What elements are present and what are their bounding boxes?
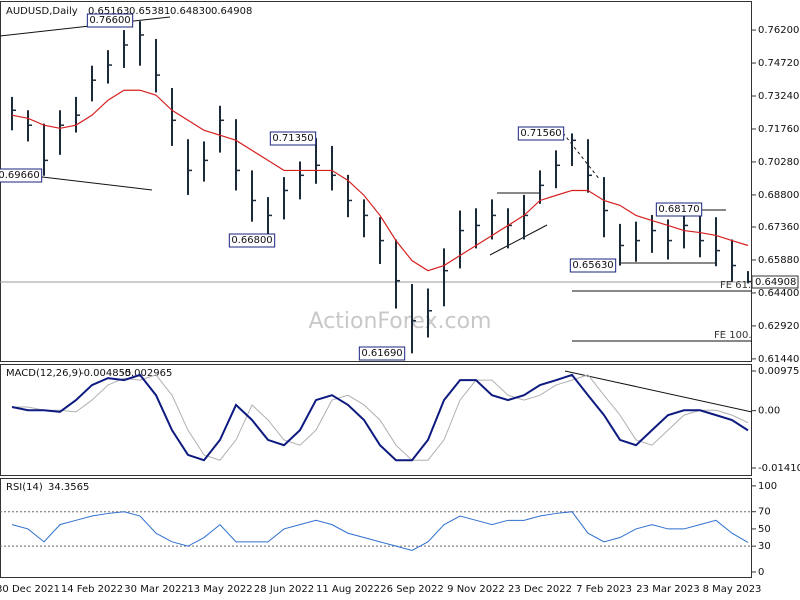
y-tick-label: 0.76200 [758,25,799,36]
quote-high: 0.65381 [129,6,170,17]
quote-open: 0.65163 [88,6,129,17]
indicator-line [11,373,749,462]
annotation: 0.71350 [272,133,313,144]
macd-value: -0.004855 [80,368,131,379]
trendline [564,370,752,413]
y-tick-label: 0.65880 [758,255,799,266]
annotation-box [0,168,43,183]
quote-low: 0.64830 [170,6,211,17]
rsi-title: RSI(14) [6,482,43,493]
x-tick-label: 11 Aug 2022 [316,584,380,595]
annotation-box [517,126,565,141]
macd-title: MACD(12,26,9) [6,368,82,379]
y-tick-label: 0 [758,567,764,578]
price-tag [751,275,799,289]
price-panel [0,1,752,362]
x-tick-label: 9 Nov 2022 [447,584,505,595]
moving-average [11,89,749,272]
indicator-line [11,511,749,551]
annotation: 0.61690 [361,348,402,359]
x-tick-label: 30 Mar 2022 [124,584,187,595]
trendline [0,16,171,37]
annotation: 0.68170 [658,204,699,215]
x-tick-label: 28 Jun 2022 [254,584,314,595]
x-tick-label: 13 May 2022 [187,584,252,595]
x-tick-label: 30 Dec 2021 [0,584,60,595]
rsi-panel [0,478,752,578]
x-tick-label: 23 Dec 2022 [508,584,572,595]
x-tick-label: 7 Feb 2023 [576,584,632,595]
y-tick-label: 50 [758,524,771,535]
watermark: ActionForex.com [309,309,492,334]
y-tick-label: 0.009751 [758,366,800,377]
annotation-box [86,13,134,28]
macd-signal-value: -0.002965 [121,368,172,379]
annotations: 0.76600 0.71350 0.66800 0.61690 0.71560 0.681… [0,13,758,361]
x-tick-label: 14 Feb 2022 [61,584,123,595]
y-tick-label: 100 [758,481,777,492]
x-tick-label: 26 Sep 2022 [380,584,443,595]
y-tick-label: 30 [758,541,771,552]
y-tick-label: 0.71760 [758,124,799,135]
symbol: AUDUSD,Daily [6,6,78,17]
y-tick-label: 0.62920 [758,321,799,332]
annotation-box [228,233,276,248]
x-tick-label: 8 May 2023 [703,584,762,595]
annotation: 0.69660 [0,170,40,181]
annotation: 0.65630 [572,260,613,271]
trendline [489,224,548,256]
y-tick-label: 0.74720 [758,58,799,69]
y-tick-label: 0.64400 [758,288,799,299]
annotation: FE 100.0 [714,330,758,341]
annotation-box [569,258,617,273]
annotation: FE 61.8 [720,280,758,291]
annotation-box [269,131,317,146]
annotation: 0.76600 [89,15,130,26]
y-tick-label: -0.014107 [758,463,800,474]
x-tick-label: 23 Mar 2023 [636,584,699,595]
y-tick-label: 0.73240 [758,91,799,102]
annotation-box [655,202,703,217]
annotation: 0.66800 [231,235,272,246]
trendline [562,132,601,181]
y-tick-label: 0.00 [758,406,780,417]
y-tick-label: 70 [758,507,771,518]
annotation: 0.71560 [520,128,561,139]
y-tick-label: 0.70280 [758,157,799,168]
quote-close: 0.64908 [211,6,252,17]
rsi-value: 34.3565 [48,482,89,493]
annotation-box [358,346,406,361]
y-tick-label: 0.67360 [758,222,799,233]
y-tick-label: 0.61440 [758,354,799,365]
y-tick-label: 0.68800 [758,190,799,201]
signal-line [12,374,749,461]
price-tag-label: 0.64908 [755,277,796,288]
macd-panel [0,364,752,476]
